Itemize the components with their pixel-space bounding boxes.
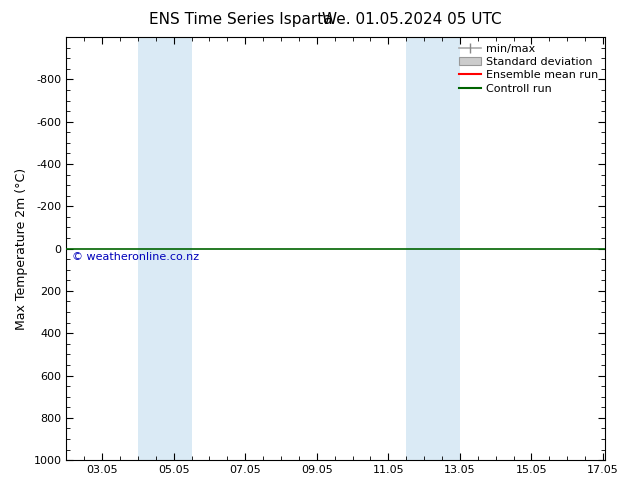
Y-axis label: Max Temperature 2m (°C): Max Temperature 2m (°C): [15, 168, 28, 330]
Text: ENS Time Series Isparta: ENS Time Series Isparta: [149, 12, 333, 27]
Text: We. 01.05.2024 05 UTC: We. 01.05.2024 05 UTC: [322, 12, 502, 27]
Bar: [138, 37, 191, 460]
Text: © weatheronline.co.nz: © weatheronline.co.nz: [72, 252, 199, 262]
Legend: min/max, Standard deviation, Ensemble mean run, Controll run: min/max, Standard deviation, Ensemble me…: [455, 39, 602, 98]
Bar: [406, 37, 460, 460]
